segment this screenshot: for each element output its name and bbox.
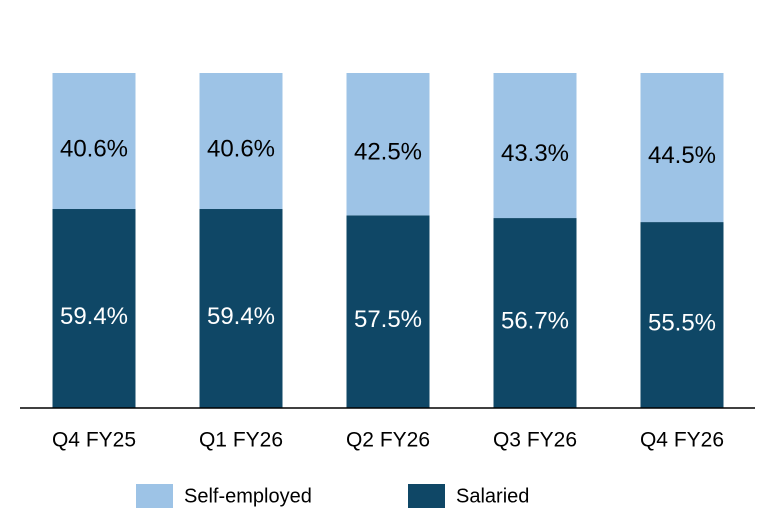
x-tick-label: Q1 FY26 xyxy=(199,429,283,452)
legend-swatch xyxy=(136,484,173,508)
x-tick-label: Q2 FY26 xyxy=(346,429,430,452)
bar-segment xyxy=(640,73,724,223)
legend-label: Salaried xyxy=(456,485,529,507)
x-tick-label: Q4 FY25 xyxy=(52,429,136,452)
data-label: 57.5% xyxy=(354,306,422,333)
legend-swatch xyxy=(408,484,445,508)
data-label: 43.3% xyxy=(501,140,569,167)
x-tick-label: Q3 FY26 xyxy=(493,429,577,452)
data-label: 59.4% xyxy=(207,303,275,330)
bar-segment xyxy=(493,73,577,219)
data-label: 44.5% xyxy=(648,142,716,169)
bar-segment xyxy=(493,218,577,408)
data-label: 59.4% xyxy=(60,303,128,330)
data-label: 55.5% xyxy=(648,309,716,336)
bar-segment xyxy=(52,209,136,408)
bar-segment xyxy=(346,73,430,216)
data-label: 40.6% xyxy=(60,135,128,162)
data-label: 40.6% xyxy=(207,135,275,162)
data-label: 42.5% xyxy=(354,139,422,166)
bar-segment xyxy=(52,73,136,210)
bar-segment xyxy=(199,209,283,408)
data-label: 56.7% xyxy=(501,307,569,334)
x-tick-label: Q4 FY26 xyxy=(640,429,724,452)
legend-label: Self-employed xyxy=(184,485,312,507)
bar-segment xyxy=(199,73,283,210)
bar-segment xyxy=(640,222,724,408)
bar-segment xyxy=(346,215,430,408)
